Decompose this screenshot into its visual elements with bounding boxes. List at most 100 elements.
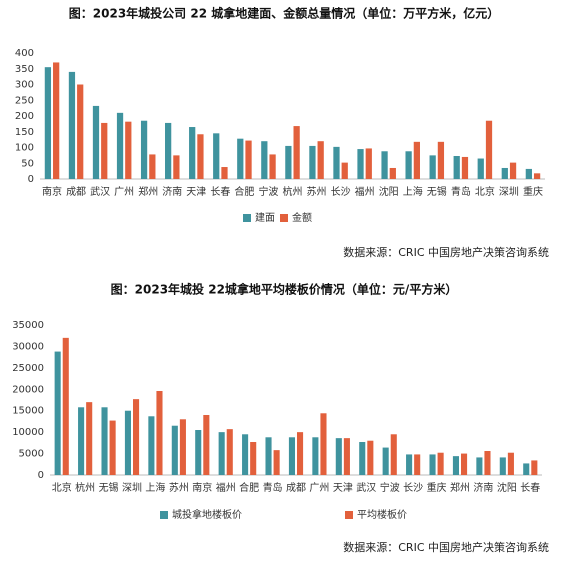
x-tick-label: 长沙 xyxy=(403,482,423,494)
legend-label: 金额 xyxy=(292,211,312,224)
bar xyxy=(124,410,131,475)
x-tick-label: 长春 xyxy=(210,186,230,198)
bar xyxy=(297,432,304,475)
bar xyxy=(320,413,327,475)
x-tick-label: 广州 xyxy=(114,186,134,198)
bar xyxy=(165,122,172,179)
bar xyxy=(179,419,186,475)
bar xyxy=(68,71,76,179)
x-tick-label: 无锡 xyxy=(427,185,447,198)
x-tick-label: 苏州 xyxy=(307,185,327,198)
bar xyxy=(109,420,116,475)
x-tick-label: 青岛 xyxy=(263,481,283,494)
legend-swatch xyxy=(160,511,168,519)
x-tick-label: 上海 xyxy=(145,481,165,494)
bar xyxy=(156,391,163,475)
bar xyxy=(453,156,460,179)
y-tick-label: 250 xyxy=(15,95,34,106)
x-tick-label: 合肥 xyxy=(239,481,259,494)
x-tick-label: 成都 xyxy=(66,186,86,198)
bar xyxy=(461,453,468,475)
y-tick-label: 200 xyxy=(15,111,34,122)
bar xyxy=(250,442,257,475)
bar xyxy=(171,425,178,475)
legend-label: 建面 xyxy=(255,211,275,224)
x-tick-label: 上海 xyxy=(403,185,423,198)
bar xyxy=(86,402,93,475)
bar xyxy=(484,451,491,475)
bar xyxy=(173,155,180,179)
bar xyxy=(78,407,85,475)
bar xyxy=(203,415,210,475)
bar xyxy=(429,454,436,475)
bar xyxy=(533,173,541,179)
bar xyxy=(476,457,483,475)
bar xyxy=(288,437,295,475)
bar xyxy=(477,158,484,179)
bar xyxy=(309,145,316,179)
y-tick-label: 0 xyxy=(38,470,44,481)
bar xyxy=(317,141,324,179)
bar xyxy=(507,452,514,475)
x-tick-label: 青岛 xyxy=(451,185,471,198)
bar xyxy=(101,122,108,179)
y-tick-label: 5000 xyxy=(19,449,44,460)
bar xyxy=(343,438,350,475)
bar xyxy=(133,399,140,475)
x-tick-label: 福州 xyxy=(355,185,375,198)
x-tick-label: 北京 xyxy=(475,185,495,198)
bar xyxy=(509,162,517,179)
bar xyxy=(293,126,300,179)
y-tick-label: 35000 xyxy=(12,320,44,331)
bar xyxy=(381,151,388,179)
y-tick-label: 350 xyxy=(15,64,34,75)
bar xyxy=(62,337,69,475)
source-note: 数据来源：CRIC 中国房地产决策咨询系统 xyxy=(343,540,549,554)
y-tick-label: 25000 xyxy=(12,363,44,374)
x-tick-label: 天津 xyxy=(186,186,206,198)
bar xyxy=(125,121,132,179)
y-tick-label: 300 xyxy=(15,80,34,91)
legend-swatch xyxy=(280,214,288,222)
bar xyxy=(148,416,155,475)
y-tick-label: 30000 xyxy=(12,341,44,352)
x-tick-label: 郑州 xyxy=(450,481,470,494)
bar xyxy=(189,127,196,179)
x-tick-label: 沈阳 xyxy=(379,185,399,198)
bar xyxy=(53,62,60,180)
bar xyxy=(149,154,156,179)
bar xyxy=(101,407,108,475)
bar xyxy=(437,452,444,475)
y-tick-label: 10000 xyxy=(12,427,44,438)
bar xyxy=(365,148,372,179)
bar xyxy=(413,141,420,179)
bar xyxy=(116,112,124,179)
x-tick-label: 重庆 xyxy=(427,481,447,494)
x-tick-label: 苏州 xyxy=(169,481,189,494)
x-tick-label: 成都 xyxy=(286,482,306,494)
bar xyxy=(452,456,459,475)
x-tick-label: 济南 xyxy=(162,185,182,198)
x-tick-label: 深圳 xyxy=(122,482,142,494)
bar xyxy=(44,67,52,179)
bar xyxy=(382,447,389,475)
bar xyxy=(226,429,233,475)
bar xyxy=(333,146,340,179)
bar xyxy=(525,168,532,179)
x-tick-label: 长沙 xyxy=(331,186,351,198)
bar xyxy=(390,434,397,475)
bar xyxy=(389,167,396,179)
bar xyxy=(523,463,530,475)
x-tick-label: 武汉 xyxy=(356,481,376,494)
y-tick-label: 100 xyxy=(15,143,34,154)
bar xyxy=(501,167,508,179)
bar xyxy=(140,120,148,179)
bar xyxy=(367,440,374,475)
bar xyxy=(341,162,348,179)
bar xyxy=(213,133,220,179)
bar xyxy=(242,434,249,475)
bar xyxy=(499,457,506,475)
bar xyxy=(195,430,202,475)
bar xyxy=(273,450,280,475)
